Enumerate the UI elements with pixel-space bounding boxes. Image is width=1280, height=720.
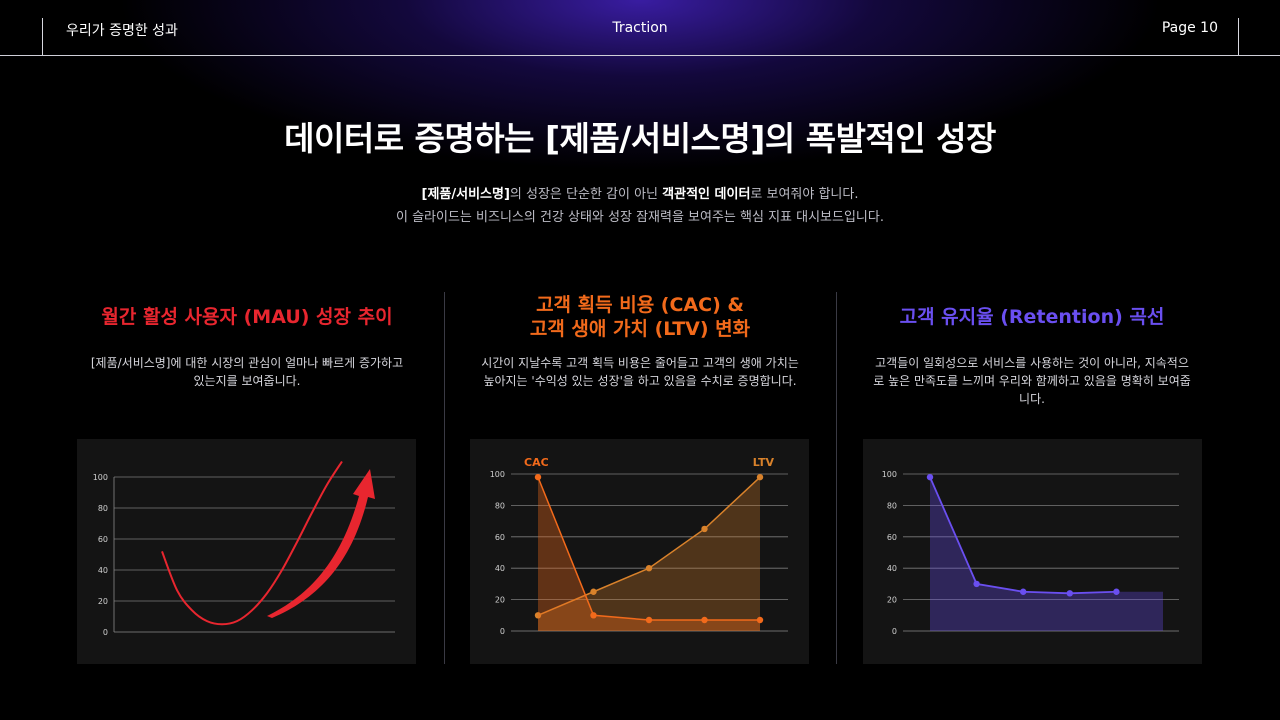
page-title: 데이터로 증명하는 [제품/서비스명]의 폭발적인 성장 [284,119,996,158]
mau-y-tick-label: 0 [103,628,108,637]
header-right-rule [1238,18,1239,55]
mau-y-tick-label: 60 [98,535,108,544]
retention-y-tick-label: 20 [887,596,897,605]
header-left-rule [42,18,43,55]
cac-ltv-column: 고객 획득 비용 (CAC) & 고객 생애 가치 (LTV) 변화 시간이 지… [470,292,810,390]
ltv-series-label: LTV [753,456,775,469]
cac-ltv-y-tick-label: 0 [500,627,505,636]
cac-ltv-y-tick-label: 60 [495,533,505,542]
subtitle-line-2: 이 슬라이드는 비즈니스의 건강 상태와 성장 잠재력을 보여주는 핵심 지표 … [396,210,884,225]
subtitle-text-b: 로 보여줘야 합니다. [750,187,859,202]
header-divider [0,55,1280,56]
mau-series-line [161,460,343,626]
retention-point [1066,590,1073,597]
retention-description: 고객들이 일회성으로 서비스를 사용하는 것이 아니라, 지속적으로 높은 만족… [873,356,1191,406]
section-label: 우리가 증명한 성과 [66,23,178,39]
cac-point [645,616,653,624]
cac-point [590,612,597,619]
subtitle-text-a: 의 성장은 단순한 감이 아닌 [509,187,663,202]
subtitle-line-1: [제품/서비스명]의 성장은 단순한 감이 아닌 객관적인 데이터로 보여줘야 … [0,183,1280,206]
top-bar: 우리가 증명한 성과 Traction Page 10 [0,0,1280,56]
retention-point [1020,588,1027,595]
mau-description: [제품/서비스명]에 대한 시장의 관심이 얼마나 빠르게 증가하고 있는지를 … [90,356,404,388]
page-number: Page 10 [1161,20,1218,36]
page-subtitle: [제품/서비스명]의 성장은 단순한 감이 아닌 객관적인 데이터로 보여줘야 … [0,183,1280,229]
column-divider [836,292,837,664]
retention-column: 고객 유지율 (Retention) 곡선 고객들이 일회성으로 서비스를 사용… [862,292,1202,408]
cac-ltv-chart-svg: 0 20 40 60 80 100 CAC LTV [490,456,788,636]
cac-point [756,616,764,624]
ltv-point [534,612,542,619]
cac-point [534,473,542,481]
cac-ltv-chart: 0 20 40 60 80 100 CAC LTV [470,439,809,664]
retention-y-tick-label: 80 [887,501,897,510]
cac-ltv-y-tick-label: 20 [495,596,505,605]
retention-point [973,580,980,588]
retention-y-tick-label: 0 [892,627,897,636]
cac-ltv-y-tick-label: 100 [490,470,505,479]
mau-chart-svg: 0 20 40 60 80 100 [93,460,395,637]
cac-ltv-title-line-2: 고객 생애 가치 (LTV) 변화 [529,318,751,340]
cac-ltv-title-line-1: 고객 획득 비용 (CAC) & [536,294,744,316]
retention-title-text: 고객 유지율 (Retention) 곡선 [899,306,1165,328]
mau-y-tick-label: 20 [98,597,108,606]
mau-y-tick-label: 100 [93,473,108,482]
mau-title: 월간 활성 사용자 (MAU) 성장 추이 [77,292,417,342]
mau-column: 월간 활성 사용자 (MAU) 성장 추이 [제품/서비스명]에 대한 시장의 … [77,292,417,390]
header-center-label: Traction [612,20,668,36]
retention-chart-svg: 0 20 40 60 80 100 [882,470,1179,636]
ltv-point [701,525,708,533]
cac-ltv-description: 시간이 지날수록 고객 획득 비용은 줄어들고 고객의 생애 가치는 높아지는 … [481,356,799,388]
cac-ltv-y-tick-label: 80 [495,501,505,510]
retention-area [930,477,1163,631]
retention-chart: 0 20 40 60 80 100 [863,439,1202,664]
ltv-point [590,588,597,595]
retention-y-tick-label: 100 [882,470,897,479]
cac-point [701,616,708,624]
ltv-point [756,473,764,481]
mau-title-text: 월간 활성 사용자 (MAU) 성장 추이 [101,306,393,328]
mau-y-tick-label: 40 [98,566,108,575]
retention-point [926,473,934,481]
ltv-point [645,565,653,572]
cac-series-label: CAC [524,456,549,469]
retention-title: 고객 유지율 (Retention) 곡선 [862,292,1202,342]
retention-y-tick-label: 60 [887,533,897,542]
column-divider [444,292,445,664]
mau-chart: 0 20 40 60 80 100 [77,439,416,664]
subtitle-bold-data: 객관적인 데이터 [662,187,751,202]
cac-ltv-y-tick-label: 40 [495,564,505,573]
retention-y-tick-label: 40 [887,564,897,573]
cac-ltv-title: 고객 획득 비용 (CAC) & 고객 생애 가치 (LTV) 변화 [470,292,810,342]
cac-area [538,477,760,631]
retention-point [1113,588,1120,595]
growth-arrow-icon [267,469,375,618]
mau-y-tick-label: 80 [98,504,108,513]
subtitle-bold-product: [제품/서비스명] [421,187,510,202]
